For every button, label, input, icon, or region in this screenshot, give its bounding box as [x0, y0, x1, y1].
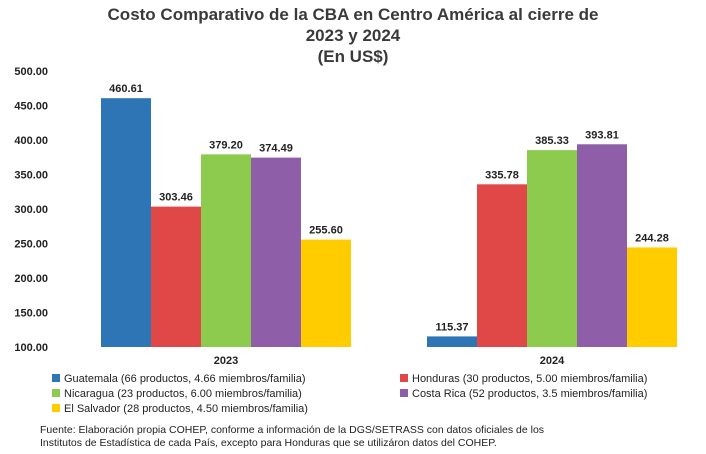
- data-label-honduras-2024: 335.78: [485, 169, 519, 181]
- data-label-honduras-2023: 303.46: [159, 192, 193, 204]
- y-tick-label: 100.00: [14, 342, 48, 354]
- chart-title: Costo Comparativo de la CBA en Centro Am…: [0, 4, 706, 67]
- bar-honduras-2023: [151, 206, 201, 347]
- y-axis: 500.00 450.00 400.00 350.00 300.00 250.00 200.…: [14, 66, 48, 354]
- bar-el-salvador-2023: [301, 239, 351, 347]
- category-labels: 2023 2024: [214, 355, 565, 367]
- bars: [101, 98, 677, 347]
- y-tick-label: 350.00: [14, 170, 48, 182]
- source-line-2: Institutos de Estadística de cada País, …: [40, 437, 497, 449]
- bar-costa-rica-2024: [577, 144, 627, 347]
- data-label-nicaragua-2024: 385.33: [535, 135, 569, 147]
- chart-title-line-1: Costo Comparativo de la CBA en Centro Am…: [107, 5, 599, 24]
- y-tick-label: 400.00: [14, 135, 48, 147]
- data-label-guatemala-2024: 115.37: [435, 321, 468, 333]
- legend-swatch-nicaragua: [52, 389, 60, 397]
- bar-nicaragua-2023: [201, 154, 251, 347]
- legend-item-honduras: Honduras (30 productos, 5.00 miembros/fa…: [400, 372, 647, 386]
- legend-label-costa-rica: Costa Rica (52 productos, 3.5 miembros/f…: [412, 388, 648, 400]
- legend-swatch-guatemala: [52, 374, 60, 382]
- bar-nicaragua-2024: [527, 150, 577, 347]
- legend-item-costa-rica: Costa Rica (52 productos, 3.5 miembros/f…: [400, 387, 647, 401]
- data-label-guatemala-2023: 460.61: [109, 83, 143, 95]
- chart-title-line-3: (En US$): [317, 47, 389, 66]
- bar-costa-rica-2023: [251, 157, 301, 347]
- source-note: Fuente: Elaboración propia COHEP, confor…: [40, 424, 700, 450]
- bar-guatemala-2023: [101, 98, 151, 347]
- bar-honduras-2024: [477, 184, 527, 347]
- data-labels: 460.61 303.46 379.20 374.49 255.60 115.37 335.…: [109, 83, 669, 333]
- data-label-el-salvador-2023: 255.60: [309, 225, 343, 237]
- y-tick-label: 450.00: [14, 101, 48, 113]
- legend-label-honduras: Honduras (30 productos, 5.00 miembros/fa…: [412, 373, 648, 385]
- legend-label-el-salvador: El Salvador (28 productos, 4.50 miembros…: [64, 403, 308, 415]
- legend-swatch-costa-rica: [400, 389, 408, 397]
- y-tick-label: 300.00: [14, 204, 48, 216]
- chart-title-line-2: 2023 y 2024: [305, 26, 401, 45]
- y-tick-label: 200.00: [14, 273, 48, 285]
- legend-item-nicaragua: Nicaragua (23 productos, 6.00 miembros/f…: [52, 387, 302, 401]
- legend-item-el-salvador: El Salvador (28 productos, 4.50 miembros…: [52, 402, 308, 416]
- legend-label-nicaragua: Nicaragua (23 productos, 6.00 miembros/f…: [64, 388, 302, 400]
- y-tick-label: 500.00: [14, 66, 48, 78]
- data-label-costa-rica-2023: 374.49: [259, 143, 293, 155]
- legend-swatch-honduras: [400, 374, 408, 382]
- legend-label-guatemala: Guatemala (66 productos, 4.66 miembros/f…: [64, 373, 306, 385]
- legend-swatch-el-salvador: [52, 404, 60, 412]
- data-label-costa-rica-2024: 393.81: [585, 129, 619, 141]
- bar-guatemala-2024: [427, 336, 477, 347]
- legend-item-guatemala: Guatemala (66 productos, 4.66 miembros/f…: [52, 372, 306, 386]
- y-tick-label: 250.00: [14, 239, 48, 251]
- data-label-el-salvador-2024: 244.28: [635, 232, 669, 244]
- category-label-2023: 2023: [214, 355, 238, 367]
- source-line-1: Fuente: Elaboración propia COHEP, confor…: [40, 424, 545, 436]
- data-label-nicaragua-2023: 379.20: [209, 139, 243, 151]
- category-label-2024: 2024: [540, 355, 565, 367]
- bar-el-salvador-2024: [627, 247, 677, 347]
- y-tick-label: 150.00: [14, 308, 48, 320]
